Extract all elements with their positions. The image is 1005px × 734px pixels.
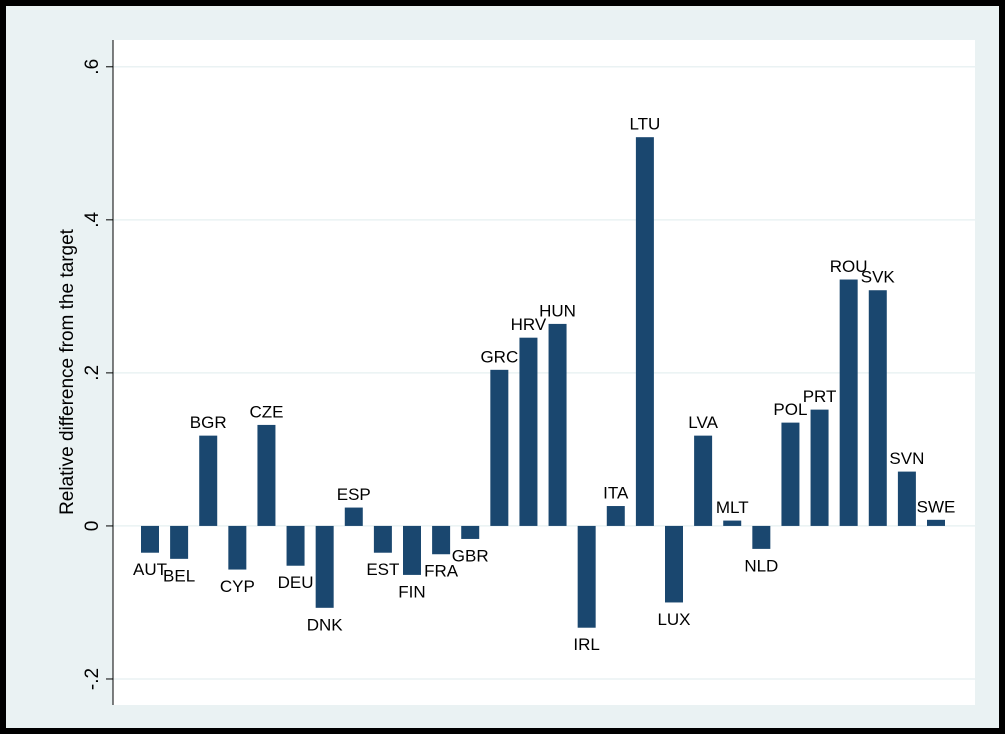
bar-label: SVN <box>889 449 924 468</box>
bar-label: PRT <box>803 387 837 406</box>
bar <box>606 506 625 526</box>
bar-label: BEL <box>163 566 195 585</box>
bar-label: BGR <box>190 413 227 432</box>
bar <box>141 525 159 553</box>
bar <box>432 525 451 555</box>
bar-label: AUT <box>133 560 167 579</box>
bar <box>723 520 742 526</box>
bar <box>694 435 713 526</box>
bar <box>228 525 247 570</box>
bar <box>199 435 218 526</box>
y-tick-label: .4 <box>82 211 103 227</box>
bar-label: IRL <box>573 635 599 654</box>
bar <box>839 279 858 526</box>
bar <box>373 525 392 553</box>
bar <box>897 471 916 526</box>
bar-label: FIN <box>398 582 425 601</box>
bar-label: HUN <box>539 301 576 320</box>
bar <box>665 525 683 603</box>
bar <box>403 525 421 575</box>
bar-label: CYP <box>220 577 255 596</box>
bar <box>461 525 480 539</box>
bar <box>170 525 189 559</box>
y-tick-label: -.2 <box>82 668 103 690</box>
bar <box>810 409 829 526</box>
bar-label: ESP <box>337 485 371 504</box>
bar-label: DNK <box>307 615 344 634</box>
bar <box>286 525 305 566</box>
bar-label: EST <box>366 560 399 579</box>
bar-label: SWE <box>917 497 956 516</box>
bar <box>577 525 596 628</box>
bar <box>548 323 567 526</box>
bar-label: LVA <box>688 413 718 432</box>
bar <box>927 519 945 526</box>
bar <box>490 369 509 526</box>
bar <box>635 137 654 526</box>
y-axis-title: Relative difference from the target <box>57 228 78 515</box>
bar-label: LUX <box>657 610 690 629</box>
bar-label: DEU <box>278 573 314 592</box>
bar <box>519 337 538 526</box>
y-tick-label: 0 <box>82 521 103 532</box>
bar <box>315 525 334 608</box>
bar-label: ROU <box>830 257 868 276</box>
bar <box>868 290 887 526</box>
y-tick-label: .2 <box>82 365 103 381</box>
bar-label: ITA <box>603 484 629 503</box>
bar-label: SVK <box>861 268 896 287</box>
bar-label: NLD <box>744 556 778 575</box>
bar <box>781 422 800 526</box>
bar-label: GBR <box>452 546 489 565</box>
y-tick-label: .6 <box>82 59 103 75</box>
bar <box>752 525 771 549</box>
bar-label: CZE <box>249 402 283 421</box>
bar <box>257 424 276 526</box>
bar-label: LTU <box>629 115 660 134</box>
bar-label: FRA <box>424 562 459 581</box>
bar <box>344 507 363 526</box>
bar-label: POL <box>773 400 807 419</box>
bar-label: GRC <box>480 347 518 366</box>
bar-label: HRV <box>511 315 547 334</box>
bar-label: MLT <box>716 498 749 517</box>
